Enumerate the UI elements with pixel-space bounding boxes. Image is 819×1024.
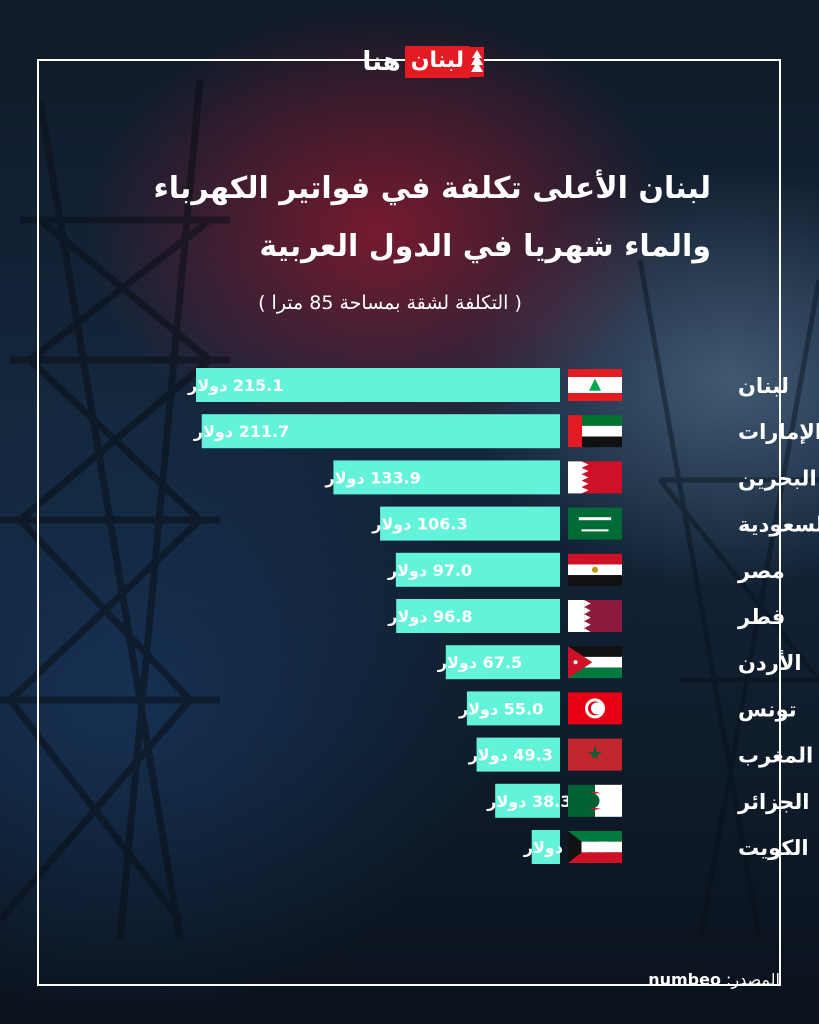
bar-2 bbox=[333, 460, 560, 495]
qatar-flag bbox=[568, 600, 622, 632]
data-label-6: 67.5 دولار bbox=[437, 653, 522, 672]
data-label-4: 97.0 دولار bbox=[387, 561, 472, 580]
source-label: المصدر: bbox=[726, 970, 780, 989]
category-label-1: الإمارات bbox=[738, 420, 819, 444]
logo-huna-text: هنا bbox=[362, 47, 401, 77]
bar-5 bbox=[396, 599, 560, 633]
bar-6 bbox=[445, 645, 560, 680]
category-label-4: مصر bbox=[737, 559, 785, 583]
data-label-2: 133.9 دولار bbox=[324, 468, 420, 487]
logo: لبنان هنا bbox=[336, 44, 486, 80]
data-label-3: 106.3 دولار bbox=[371, 515, 467, 534]
morocco-flag bbox=[568, 738, 622, 771]
bar-8 bbox=[476, 737, 560, 772]
power-tower-background bbox=[0, 79, 819, 941]
category-label-10: الكويت bbox=[738, 836, 809, 860]
bar-1 bbox=[201, 414, 560, 449]
data-label-8: 49.3 دولار bbox=[468, 746, 553, 765]
bar-10 bbox=[531, 830, 560, 864]
category-label-8: المغرب bbox=[738, 744, 813, 768]
bar-9 bbox=[495, 783, 560, 818]
bahrain-flag bbox=[568, 461, 622, 494]
bar-7 bbox=[466, 691, 560, 726]
chart-title: لبنان الأعلى تكلفة في فواتير الكهرباء وا… bbox=[153, 171, 711, 264]
category-label-5: قطر bbox=[737, 605, 785, 629]
category-label-6: الأردن bbox=[738, 649, 802, 675]
data-label-1: 211.7 دولار bbox=[193, 422, 289, 441]
data-label-5: 96.8 دولار bbox=[387, 607, 472, 626]
data-label-7: 55.0 دولار bbox=[458, 699, 543, 718]
data-label-0: 215.1 دولار bbox=[187, 376, 283, 395]
bar-4 bbox=[395, 552, 560, 587]
category-label-2: البحرين bbox=[738, 466, 817, 490]
bar-3 bbox=[380, 506, 560, 541]
category-label-0: لبنان bbox=[738, 374, 789, 398]
egypt-flag bbox=[568, 553, 622, 586]
data-label-9: 38.3 دولار bbox=[486, 792, 571, 811]
source-note: المصدر: numbeo bbox=[600, 970, 780, 989]
tunisia-flag bbox=[568, 692, 622, 725]
bar-0 bbox=[196, 368, 560, 402]
uae-flag bbox=[568, 415, 622, 448]
lebanon-flag bbox=[568, 369, 622, 401]
cedar-icon bbox=[470, 47, 484, 77]
kuwait-flag bbox=[568, 831, 622, 863]
logo-lebanon-text: لبنان bbox=[404, 46, 470, 78]
source-name: numbeo bbox=[648, 970, 721, 989]
jordan-flag bbox=[568, 646, 622, 679]
saudi-flag bbox=[568, 507, 622, 540]
category-label-7: تونس bbox=[738, 697, 797, 721]
chart-subtitle: ( التكلفة لشقة بمساحة 85 مترا ) bbox=[258, 292, 522, 314]
algeria-flag bbox=[568, 784, 622, 817]
category-label-3: السعودية bbox=[738, 513, 819, 537]
category-label-9: الجزائر bbox=[737, 790, 809, 814]
